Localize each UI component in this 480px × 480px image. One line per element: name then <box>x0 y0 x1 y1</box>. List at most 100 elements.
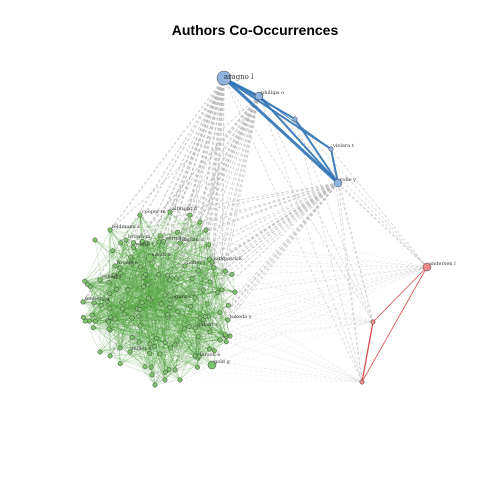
between-edge <box>179 266 428 381</box>
green-edge <box>120 242 143 303</box>
node-g87 <box>148 364 154 370</box>
node-g111 <box>139 300 145 306</box>
between-edge <box>199 182 339 223</box>
node-g96 <box>204 301 210 307</box>
node-g137 <box>91 300 97 306</box>
green-edge <box>139 275 168 310</box>
green-edge <box>120 278 193 364</box>
between-edge <box>219 266 428 341</box>
green-edge <box>207 303 210 350</box>
green-edge <box>114 276 152 368</box>
red-edge <box>361 266 428 383</box>
green-edge <box>148 241 160 299</box>
blue-edge <box>222 76 340 185</box>
node-g150 <box>143 271 149 277</box>
between-edge <box>169 182 339 213</box>
between-edge <box>205 95 260 231</box>
green-edge <box>95 319 204 322</box>
blue-edge <box>330 148 339 184</box>
node-g89 <box>223 268 228 274</box>
node-label-g16: robert l <box>102 274 122 280</box>
green-edge <box>192 267 215 279</box>
blue-edge <box>294 118 339 184</box>
node-labels: aragno l phillips o viviera t rolle y anders… <box>85 73 456 365</box>
node-label-g47: larson e <box>200 352 220 358</box>
node-g32 <box>192 325 198 331</box>
green-edge <box>161 303 166 373</box>
between-edge <box>141 241 428 268</box>
green-edge <box>141 302 168 315</box>
node-g74 <box>119 306 125 312</box>
node-g144 <box>157 233 163 239</box>
green-edge <box>120 303 162 364</box>
green-edge <box>115 276 204 291</box>
node-g22 <box>192 295 198 301</box>
node-g58 <box>119 299 125 305</box>
green-edge <box>138 275 168 343</box>
green-edge <box>167 314 215 351</box>
between-edge <box>141 241 363 383</box>
node-label-g08: kaplan d <box>182 237 205 243</box>
node-g64 <box>190 290 196 296</box>
node-label-g11: kirkpatrick <box>214 256 243 262</box>
node-g49 <box>107 353 113 359</box>
node-label-g13: brodie e <box>117 260 138 266</box>
node-g33 <box>207 329 213 335</box>
green-edge <box>176 278 191 307</box>
between-edge <box>149 257 428 268</box>
green-edge <box>194 303 208 357</box>
between-edge <box>337 182 428 268</box>
green-edge <box>114 258 210 320</box>
between-edge <box>139 182 339 327</box>
green-edge <box>108 282 191 307</box>
node-g148 <box>80 314 86 320</box>
between-edge <box>174 369 363 383</box>
green-edge <box>151 334 226 376</box>
green-edge <box>177 259 210 312</box>
node-g65 <box>106 326 112 332</box>
node-g131 <box>107 290 113 296</box>
node-g115 <box>164 272 170 278</box>
node-g01 <box>107 227 113 233</box>
node-label-rolle: rolle y <box>340 177 356 183</box>
green-edge <box>146 235 161 244</box>
node-g25 <box>167 297 173 303</box>
green-edge <box>138 307 170 317</box>
node-g101 <box>207 346 213 352</box>
between-edge <box>189 214 428 268</box>
node-g67 <box>195 364 200 370</box>
green-edge <box>130 256 204 320</box>
green-edge <box>169 258 210 308</box>
node-g129 <box>112 316 118 322</box>
node-g98 <box>223 339 229 345</box>
node-g38 <box>97 349 103 355</box>
between-edge <box>199 317 374 323</box>
node-g106 <box>166 367 172 373</box>
green-edge <box>160 229 207 236</box>
node-g82 <box>106 319 112 325</box>
node-g23 <box>219 287 225 293</box>
between-edge <box>129 95 260 353</box>
node-g134 <box>211 265 217 271</box>
node-g62 <box>229 271 235 277</box>
node-label-g03: albright d <box>172 206 198 212</box>
green-edge <box>177 311 231 337</box>
between-edge <box>258 95 363 383</box>
node-g04 <box>187 212 193 218</box>
green-edge <box>151 267 215 376</box>
green-edge <box>109 256 131 309</box>
green-edge <box>93 270 199 304</box>
node-g71 <box>129 335 135 341</box>
node-g21 <box>162 292 168 298</box>
node-g26 <box>89 312 95 318</box>
green-edge <box>154 334 226 386</box>
node-label-andersen: andersen l <box>429 261 456 267</box>
node-g75 <box>117 270 123 276</box>
green-edge <box>115 315 139 320</box>
green-edge <box>133 242 166 343</box>
node-g143 <box>129 261 135 267</box>
node-g108 <box>167 304 173 310</box>
green-edge <box>148 297 215 351</box>
green-edge <box>95 243 148 322</box>
node-g125 <box>222 332 228 338</box>
